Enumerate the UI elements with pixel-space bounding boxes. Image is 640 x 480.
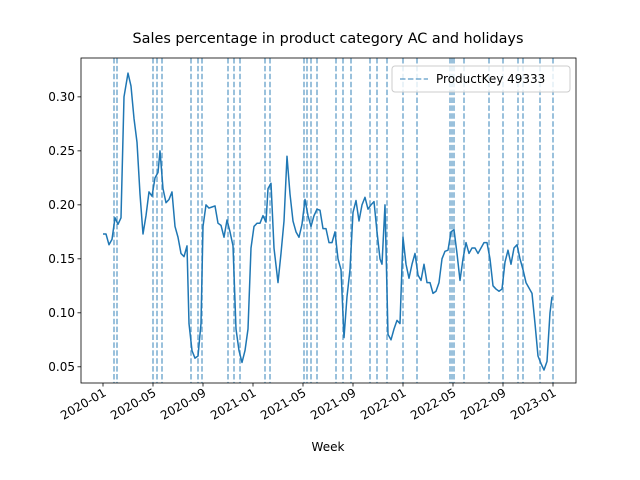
y-tick-label: 0.25 bbox=[48, 144, 75, 158]
x-tick-label: 2021-01 bbox=[208, 385, 258, 422]
x-axis-label: Week bbox=[312, 440, 345, 454]
y-tick-label: 0.15 bbox=[48, 252, 75, 266]
x-tick-label: 2020-05 bbox=[108, 385, 158, 422]
x-tick-label: 2021-09 bbox=[308, 385, 358, 422]
chart-title: Sales percentage in product category AC … bbox=[133, 31, 524, 47]
y-tick-label: 0.10 bbox=[48, 306, 75, 320]
legend-label: ProductKey 49333 bbox=[436, 72, 545, 86]
x-tick-label: 2022-01 bbox=[358, 385, 408, 422]
x-tick-label: 2021-05 bbox=[258, 385, 308, 422]
y-tick-label: 0.05 bbox=[48, 360, 75, 374]
y-tick-label: 0.30 bbox=[48, 90, 75, 104]
x-tick-label: 2022-09 bbox=[458, 385, 508, 422]
x-tick-label: 2020-09 bbox=[158, 385, 208, 422]
x-tick-label: 2023-01 bbox=[508, 385, 558, 422]
plot-frame bbox=[80, 57, 577, 384]
x-tick-label: 2022-05 bbox=[408, 385, 458, 422]
y-tick-label: 0.20 bbox=[48, 198, 75, 212]
legend-box bbox=[391, 65, 571, 93]
x-tick-label: 2020-01 bbox=[58, 385, 108, 422]
data-line bbox=[103, 72, 553, 371]
